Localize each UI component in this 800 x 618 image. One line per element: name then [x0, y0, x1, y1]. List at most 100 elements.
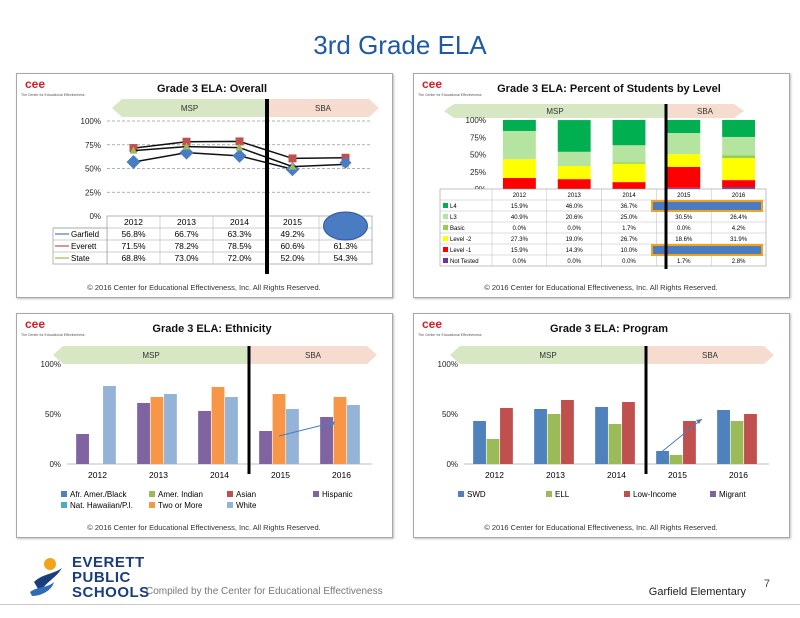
legend-swatch [313, 491, 319, 497]
ethnicity-chart-panel: cee The Center for Educational Effectiven… [16, 313, 393, 538]
legend-label: Amer. Indian [158, 490, 203, 499]
legend-label: Afr. Amer./Black [70, 490, 127, 499]
y-tick-label: 25% [470, 168, 486, 177]
trend-arrow [278, 421, 336, 437]
sba-label: SBA [702, 351, 719, 360]
bar [259, 431, 272, 464]
msp-label: MSP [546, 107, 563, 116]
table-cell: 0.0% [567, 226, 581, 232]
legend-swatch [443, 236, 448, 241]
bar [656, 451, 669, 464]
y-tick-label: 75% [470, 133, 486, 142]
table-cell: 78.5% [227, 241, 252, 251]
table-cell: 18.6% [675, 237, 693, 243]
bar [211, 387, 225, 464]
data-point [339, 156, 352, 169]
table-cell: 30.5% [675, 215, 693, 221]
legend-label: Asian [236, 490, 256, 499]
bar [730, 421, 744, 464]
bar [76, 434, 89, 464]
bar-segment [557, 151, 591, 167]
cee-logo: cee [422, 317, 442, 331]
data-point [126, 155, 141, 170]
sba-label: SBA [697, 107, 714, 116]
bar [534, 409, 547, 464]
legend-swatch [227, 491, 233, 497]
y-tick-label: 0% [49, 460, 61, 469]
x-tick-label: 2012 [485, 470, 504, 480]
program-bar-chart: cee The Center for Educational Effectiven… [418, 317, 774, 532]
bar [473, 421, 486, 464]
table-cell: 49.2% [280, 229, 305, 239]
msp-band [53, 346, 249, 364]
levels-stacked-bar-chart: cee The Center for Educational Effectiven… [418, 77, 767, 292]
msp-band [112, 99, 267, 117]
msp-label: MSP [181, 104, 198, 113]
table-cell: 46.0% [566, 204, 584, 210]
y-tick-label: 100% [466, 116, 486, 125]
legend-label: Everett [71, 242, 97, 251]
x-tick-label: 2012 [513, 193, 527, 199]
bar [272, 394, 286, 464]
table-cell: 31.9% [730, 237, 748, 243]
y-tick-label: 100% [438, 360, 458, 369]
legend-label: White [236, 501, 257, 510]
cee-tagline: The Center for Educational Effectiveness [418, 333, 482, 337]
levels-chart-panel: cee The Center for Educational Effectiven… [413, 73, 790, 298]
data-point [232, 148, 247, 163]
table-cell: 36.7% [620, 204, 638, 210]
bar [744, 414, 757, 464]
legend-swatch [710, 491, 716, 497]
legend-label: SWD [467, 490, 486, 499]
table-cell: 71.5% [121, 241, 146, 251]
table-cell: 52.0% [280, 253, 305, 263]
overall-chart-panel: cee The Center for Educational Effectiven… [16, 73, 393, 298]
data-point [182, 137, 191, 146]
table-cell: 0.0% [677, 226, 691, 232]
legend-swatch [443, 247, 448, 252]
ethnicity-bar-chart: cee The Center for Educational Effectiven… [21, 317, 377, 532]
x-tick-label: 2013 [177, 217, 196, 227]
legend-label: Low-Income [633, 490, 677, 499]
x-tick-label: 2014 [210, 470, 229, 480]
sba-label: SBA [315, 104, 332, 113]
legend-swatch [546, 491, 552, 497]
bar-segment [557, 179, 591, 189]
legend-label: Nat. Hawaiian/P.I. [70, 501, 133, 510]
bar-segment [667, 133, 701, 155]
trend-arrow [658, 418, 703, 455]
x-tick-label: 2015 [677, 193, 691, 199]
highlight-box [651, 200, 763, 212]
bar-segment [667, 120, 701, 134]
msp-band [444, 104, 666, 118]
table-cell: 63.3% [227, 229, 252, 239]
chart-title: Grade 3 ELA: Ethnicity [152, 323, 272, 335]
y-tick-label: 0% [89, 212, 101, 221]
x-tick-label: 2014 [230, 217, 249, 227]
x-tick-label: 2012 [124, 217, 143, 227]
x-tick-label: 2012 [88, 470, 107, 480]
bar [198, 411, 211, 464]
copyright-text: © 2016 Center for Educational Effectiven… [87, 523, 320, 532]
trend-arrowhead [696, 419, 702, 424]
bar-segment [722, 180, 756, 188]
legend-label: Not Tested [450, 259, 479, 265]
y-tick-label: 75% [85, 141, 101, 150]
highlight-box [651, 244, 763, 256]
x-tick-label: 2015 [283, 217, 302, 227]
bar [500, 408, 513, 464]
bar [150, 397, 164, 464]
msp-band [450, 346, 646, 364]
legend-label: Basic [450, 226, 465, 232]
bar-segment [557, 166, 591, 180]
table-cell: 27.3% [511, 237, 529, 243]
bar-segment [667, 187, 701, 189]
school-name: Garfield Elementary [648, 586, 746, 598]
cee-tagline: The Center for Educational Effectiveness [21, 333, 85, 337]
cee-logo: cee [25, 317, 45, 331]
y-tick-label: 50% [45, 410, 61, 419]
bar [669, 455, 683, 464]
bar [561, 400, 574, 464]
legend-swatch [149, 491, 155, 497]
bar-segment [557, 120, 591, 152]
